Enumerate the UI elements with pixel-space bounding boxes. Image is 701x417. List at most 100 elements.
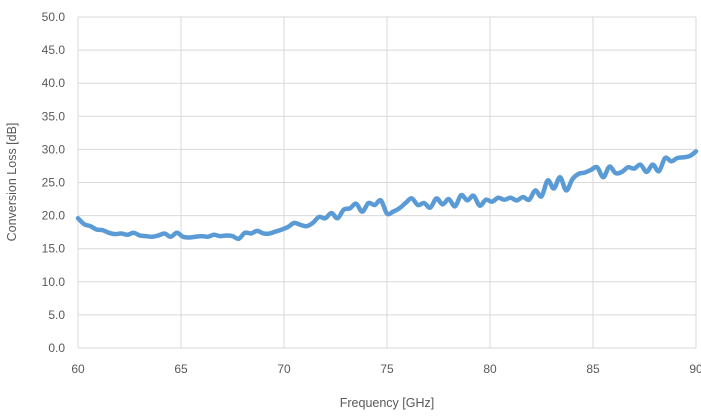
data-point <box>126 233 129 236</box>
data-point <box>311 221 314 224</box>
data-point <box>194 235 197 238</box>
data-point <box>398 207 401 210</box>
data-point <box>293 221 296 224</box>
data-point <box>497 196 500 199</box>
data-point <box>256 229 259 232</box>
data-point <box>515 199 518 202</box>
data-point <box>212 233 215 236</box>
data-point <box>348 207 351 210</box>
data-point <box>503 198 506 201</box>
data-point <box>620 170 623 173</box>
y-tick-label: 45.0 <box>42 43 66 57</box>
data-point <box>157 234 160 237</box>
data-point <box>484 198 487 201</box>
data-point <box>386 212 389 215</box>
x-tick-label: 65 <box>174 362 188 376</box>
data-point <box>589 168 592 171</box>
data-point <box>83 223 86 226</box>
data-point <box>614 172 617 175</box>
data-point <box>188 236 191 239</box>
y-tick-label: 20.0 <box>42 209 66 223</box>
x-tick-label: 85 <box>586 362 600 376</box>
data-point <box>120 232 123 235</box>
y-tick-label: 10.0 <box>42 275 66 289</box>
data-point <box>453 205 456 208</box>
y-tick-label: 50.0 <box>42 10 66 24</box>
data-point <box>664 157 667 160</box>
data-point <box>299 223 302 226</box>
data-point <box>237 237 240 240</box>
data-point <box>571 178 574 181</box>
data-point <box>670 160 673 163</box>
data-point <box>676 157 679 160</box>
data-point <box>416 204 419 207</box>
data-point <box>559 176 562 179</box>
data-point <box>429 206 432 209</box>
data-point <box>688 155 691 158</box>
data-point <box>101 229 104 232</box>
data-point <box>361 210 364 213</box>
y-tick-label: 15.0 <box>42 242 66 256</box>
data-point <box>478 204 481 207</box>
data-point <box>206 235 209 238</box>
data-point <box>528 198 531 201</box>
data-point <box>175 231 178 234</box>
x-tick-label: 80 <box>483 362 497 376</box>
data-point <box>342 208 345 211</box>
data-point <box>132 231 135 234</box>
data-point <box>219 235 222 238</box>
data-point <box>627 166 630 169</box>
data-point <box>552 187 555 190</box>
grid-layer <box>77 16 697 349</box>
data-point <box>77 217 80 220</box>
data-point <box>633 167 636 170</box>
data-point <box>534 189 537 192</box>
data-point <box>268 232 271 235</box>
data-point <box>639 163 642 166</box>
y-tick-label: 40.0 <box>42 76 66 90</box>
data-point <box>466 199 469 202</box>
data-point <box>89 225 92 228</box>
data-point <box>509 196 512 199</box>
data-point <box>577 172 580 175</box>
data-point <box>262 232 265 235</box>
data-point <box>657 170 660 173</box>
data-point <box>287 225 290 228</box>
x-tick-label: 75 <box>380 362 394 376</box>
data-point <box>651 163 654 166</box>
data-point <box>608 165 611 168</box>
conversion-loss-series-line <box>75 149 699 242</box>
data-point <box>546 179 549 182</box>
data-point <box>472 194 475 197</box>
x-axis-label: Frequency [GHz] <box>340 396 434 410</box>
data-point <box>379 199 382 202</box>
data-point <box>521 196 524 199</box>
y-tick-label: 0.0 <box>48 341 65 355</box>
data-point <box>441 203 444 206</box>
data-point <box>305 225 308 228</box>
data-point <box>95 228 98 231</box>
y-tick-label: 25.0 <box>42 176 66 190</box>
data-point <box>330 211 333 214</box>
data-point <box>250 232 253 235</box>
data-point <box>540 195 543 198</box>
data-point <box>645 170 648 173</box>
data-point <box>583 171 586 174</box>
y-tick-label: 35.0 <box>42 109 66 123</box>
data-point <box>435 197 438 200</box>
data-point <box>243 231 246 234</box>
data-point <box>144 235 147 238</box>
data-point <box>182 235 185 238</box>
data-point <box>163 232 166 235</box>
data-point <box>151 235 154 238</box>
data-point <box>602 176 605 179</box>
data-point <box>423 202 426 205</box>
data-point <box>200 235 203 238</box>
data-point <box>114 233 117 236</box>
axes-layer: 0.0 5.0 10.0 15.0 20.0 25.0 30.0 35.0 40.0 45.0 50… <box>42 10 701 376</box>
y-axis-label: Conversion Loss [dB] <box>5 123 19 242</box>
data-point <box>225 234 228 237</box>
data-point <box>138 234 141 237</box>
data-point <box>682 156 685 159</box>
